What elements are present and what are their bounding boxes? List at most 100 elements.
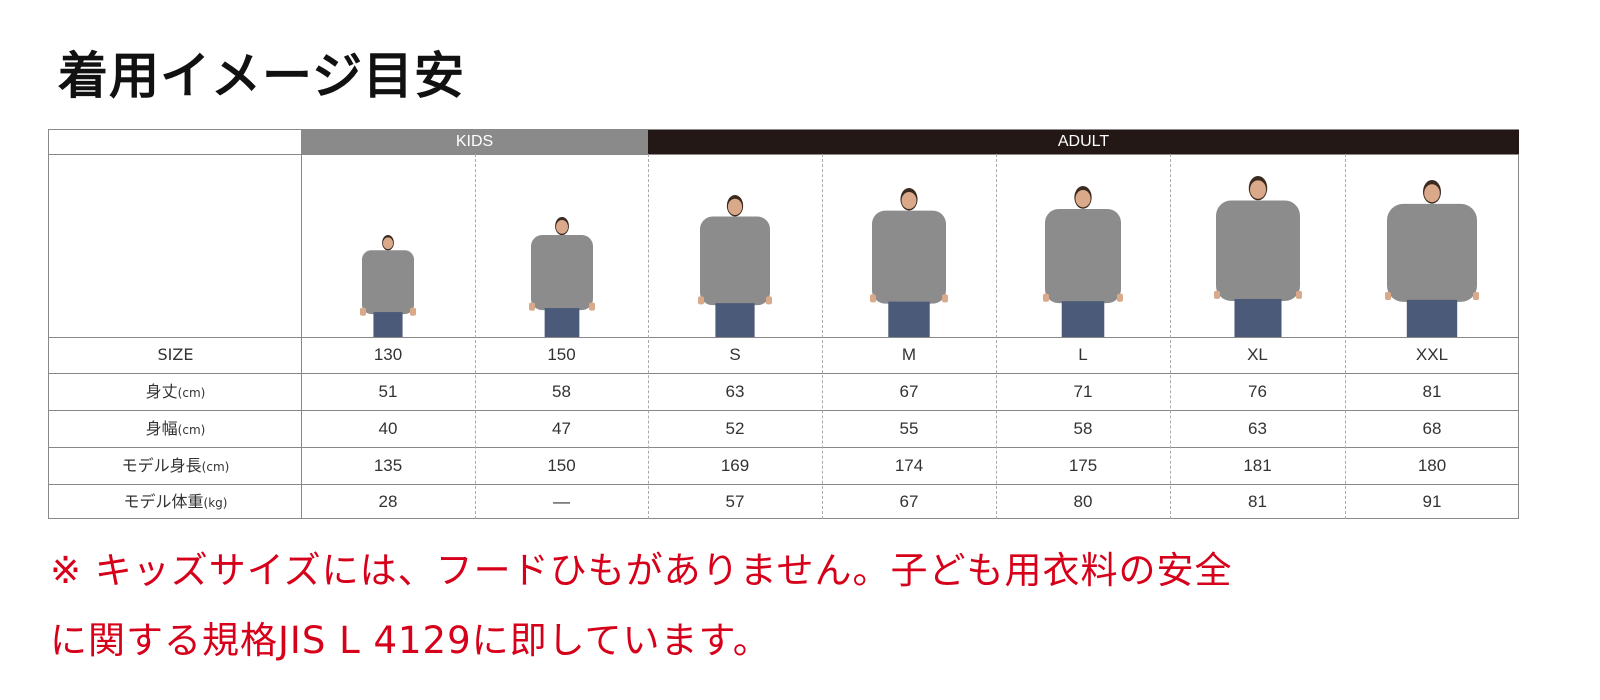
column-divider-dashed xyxy=(996,154,997,519)
model-photo-xl xyxy=(1213,176,1302,337)
hand xyxy=(588,302,595,311)
hand xyxy=(1213,290,1220,299)
row-label-text: モデル体重 xyxy=(123,492,204,511)
table-cell: 67 xyxy=(899,492,919,511)
table-cell: 47 xyxy=(552,419,571,438)
row-label-unit: (cm) xyxy=(177,423,206,437)
jeans xyxy=(544,308,579,337)
table-cell: 130 xyxy=(373,345,403,364)
table-cell: M xyxy=(901,345,917,364)
table-cell: 180 xyxy=(1417,456,1447,475)
row-label: 身幅(cm) xyxy=(49,410,302,447)
row-label-text: SIZE xyxy=(157,345,194,364)
hoodie xyxy=(1387,203,1477,302)
jeans xyxy=(715,303,755,337)
row-divider xyxy=(49,337,1518,338)
table-cell: 58 xyxy=(1073,419,1093,438)
hand xyxy=(1043,293,1049,302)
model-face xyxy=(1249,180,1266,199)
table-cell: 169 xyxy=(720,456,750,475)
table-cell: 91 xyxy=(1422,492,1442,511)
jeans xyxy=(888,301,930,337)
table-cell: 28 xyxy=(378,492,398,511)
hand xyxy=(942,294,948,303)
table-cell: 52 xyxy=(725,419,745,438)
row-label: モデル体重(kg) xyxy=(49,484,302,520)
model-photo-s xyxy=(698,195,772,337)
table-cell: XL xyxy=(1247,345,1268,364)
model-photo-130 xyxy=(360,235,416,337)
hoodie xyxy=(1045,208,1121,304)
table-cell: 150 xyxy=(547,456,576,475)
model-face xyxy=(901,191,917,210)
hand xyxy=(1295,290,1302,299)
row-label: 身丈(cm) xyxy=(49,373,302,410)
table-cell: 81 xyxy=(1422,382,1442,401)
model-photo-l xyxy=(1043,186,1123,337)
column-divider xyxy=(301,130,302,519)
model-face xyxy=(727,198,743,216)
jeans xyxy=(373,312,403,337)
row-label-text: 身幅 xyxy=(145,419,178,438)
row-divider xyxy=(49,447,1518,448)
row-label: モデル身長(cm) xyxy=(49,447,302,484)
table-cell: 40 xyxy=(378,419,398,438)
model-face xyxy=(555,219,568,234)
column-divider-dashed xyxy=(1345,154,1346,519)
model-photo-150 xyxy=(528,217,595,337)
table-cell: 181 xyxy=(1243,456,1272,475)
jeans xyxy=(1061,301,1105,337)
row-label-unit: (kg) xyxy=(203,496,228,510)
table-cell: XXL xyxy=(1415,345,1449,364)
table-cell: 58 xyxy=(552,382,571,401)
hand xyxy=(870,294,876,303)
hoodie xyxy=(872,210,946,304)
table-cell: 80 xyxy=(1073,492,1093,511)
row-label-unit: (cm) xyxy=(201,460,230,474)
hand xyxy=(1473,292,1479,301)
model-face xyxy=(1075,190,1091,208)
kids-group-header: KIDS xyxy=(301,130,648,154)
table-cell: — xyxy=(553,492,570,511)
model-photo-xxl xyxy=(1385,180,1479,337)
table-cell: 135 xyxy=(373,456,403,475)
table-cell: L xyxy=(1078,345,1088,364)
table-cell: S xyxy=(729,345,741,364)
table-cell: 150 xyxy=(547,345,576,364)
hand xyxy=(1117,293,1123,302)
hand xyxy=(1385,292,1391,301)
row-label: SIZE xyxy=(49,337,302,373)
hoodie xyxy=(362,250,414,315)
jeans xyxy=(1406,299,1458,337)
adult-group-header: ADULT xyxy=(648,130,1519,154)
column-divider-dashed xyxy=(475,154,476,519)
model-face xyxy=(382,237,394,250)
column-divider-dashed xyxy=(648,154,649,519)
table-cell: 51 xyxy=(378,382,398,401)
kids-drawstring-note-line2: に関する規格JIS L 4129に即しています。 xyxy=(50,619,771,662)
table-cell: 67 xyxy=(899,382,919,401)
hand xyxy=(698,296,704,305)
hand xyxy=(360,307,366,316)
hand xyxy=(766,296,772,305)
table-cell: 76 xyxy=(1248,382,1267,401)
table-cell: 68 xyxy=(1422,419,1442,438)
size-chart-table: KIDS ADULT SIZE 130 150 S M L XL XXL 身丈(cm) 51 58 6… xyxy=(48,129,1519,519)
table-cell: 71 xyxy=(1073,382,1093,401)
row-divider xyxy=(49,154,1518,155)
table-cell: 55 xyxy=(899,419,919,438)
table-cell: 81 xyxy=(1248,492,1267,511)
hand xyxy=(410,307,416,316)
page-title: 着用イメージ目安 xyxy=(58,47,465,105)
row-divider xyxy=(49,410,1518,411)
row-divider xyxy=(49,373,1518,374)
row-divider xyxy=(49,484,1518,485)
table-cell: 175 xyxy=(1068,456,1098,475)
table-cell: 63 xyxy=(725,382,745,401)
column-divider-dashed xyxy=(1170,154,1171,519)
jeans xyxy=(1233,298,1282,337)
hand xyxy=(528,302,535,311)
row-label-text: モデル身長 xyxy=(121,456,202,475)
table-cell: 174 xyxy=(894,456,924,475)
table-cell: 57 xyxy=(725,492,745,511)
